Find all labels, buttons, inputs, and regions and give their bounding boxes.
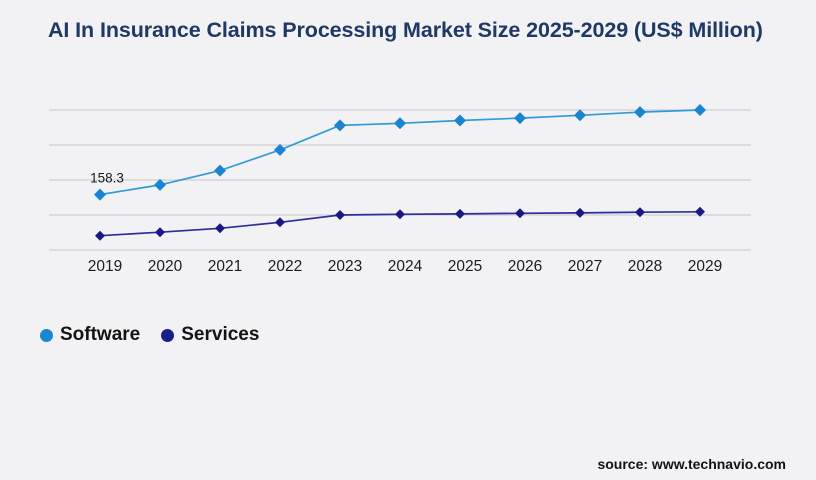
legend-label-software: Software [60, 324, 141, 345]
x-tick-label: 2024 [388, 258, 423, 275]
x-tick-label: 2022 [268, 258, 302, 275]
data-point-software [514, 112, 526, 125]
software-legend-marker-icon [40, 328, 53, 342]
data-point-services [395, 209, 405, 220]
x-tick-label: 2019 [88, 258, 122, 275]
x-tick-label: 2026 [508, 258, 542, 275]
data-point-services [335, 210, 345, 220]
data-point-software [154, 178, 166, 191]
chart-title: AI In Insurance Claims Processing Market… [48, 18, 763, 42]
line-chart: 2019 2020 2021 2022 2023 2024 2025 2026 2027 2028… [49, 104, 751, 275]
data-point-services [275, 217, 285, 228]
data-point-software [394, 117, 406, 130]
legend-item-software: Software [40, 324, 140, 346]
data-point-services [95, 230, 105, 241]
x-tick-label: 2020 [148, 258, 183, 275]
legend-label-services: Services [181, 324, 260, 345]
x-tick-label: 2023 [328, 258, 362, 275]
data-point-software [274, 143, 286, 156]
legend: Software Services [40, 324, 259, 346]
data-point-services [575, 207, 585, 218]
x-tick-label: 2027 [568, 258, 602, 275]
data-label: 158.3 [90, 171, 124, 186]
data-point-software [214, 164, 226, 177]
data-point-services [695, 206, 705, 217]
data-point-software [94, 188, 106, 201]
data-point-software [574, 109, 586, 122]
legend-item-services: Services [161, 324, 259, 346]
data-point-software [694, 104, 706, 116]
services-legend-marker-icon [161, 328, 175, 342]
data-point-software [634, 106, 646, 119]
data-point-services [155, 227, 165, 238]
x-tick-label: 2028 [628, 258, 662, 275]
data-point-services [515, 208, 525, 219]
data-point-services [635, 207, 645, 218]
source-credit: source: www.technavio.com [597, 456, 786, 472]
x-tick-label: 2021 [208, 258, 242, 275]
x-tick-label: 2029 [688, 258, 722, 275]
data-point-services [455, 208, 465, 219]
data-point-services [215, 223, 225, 234]
data-point-software [454, 114, 466, 127]
data-point-software [334, 119, 346, 132]
x-tick-label: 2025 [448, 258, 482, 275]
